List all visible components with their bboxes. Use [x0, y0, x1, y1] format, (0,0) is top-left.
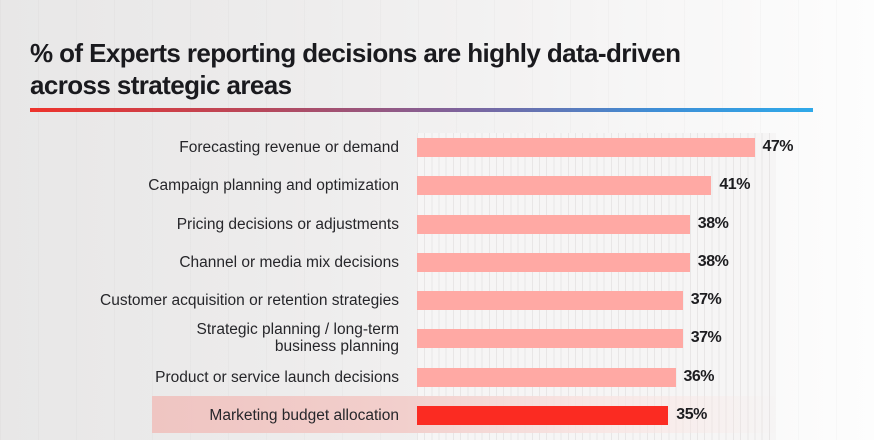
title-underline-gradient: [30, 108, 813, 112]
bar-row: Channel or media mix decisions 38%: [0, 243, 874, 281]
value-label: 41%: [719, 176, 750, 193]
bar: [417, 328, 683, 348]
bar-row: Campaign planning and optimization 41%: [0, 166, 874, 204]
bar-row: Strategic planning / long-term business …: [0, 319, 874, 357]
bar: [417, 367, 676, 387]
value-label: 36%: [683, 368, 715, 385]
chart-title: % of Experts reporting decisions are hig…: [30, 37, 681, 101]
category-label: Pricing decisions or adjustments: [176, 215, 399, 233]
category-label: Channel or media mix decisions: [179, 253, 399, 271]
category-label: Marketing budget allocation: [209, 406, 399, 424]
bar: [417, 290, 683, 310]
highlighted-bar: [417, 405, 669, 425]
value-label: 38%: [697, 253, 729, 270]
bar: [417, 214, 690, 234]
category-label: Campaign planning and optimization: [148, 176, 399, 194]
bar-row: Customer acquisition or retention strate…: [0, 281, 874, 319]
bar-row: Product or service launch decisions 36%: [0, 358, 874, 396]
category-label: Strategic planning / long-term business …: [196, 321, 399, 355]
category-label: Forecasting revenue or demand: [179, 138, 399, 156]
value-label: 47%: [762, 138, 794, 155]
category-label: Customer acquisition or retention strate…: [100, 291, 399, 309]
value-label: 35%: [676, 406, 707, 423]
bar-row: Forecasting revenue or demand 47%: [0, 128, 874, 166]
value-label: 37%: [690, 291, 722, 308]
chart-title-line2: across strategic areas: [30, 70, 292, 100]
value-label: 38%: [697, 215, 729, 232]
bar-row-highlighted: Marketing budget allocation 35%: [0, 396, 874, 434]
bar: [417, 252, 690, 272]
category-label: Product or service launch decisions: [155, 368, 399, 386]
bar: [417, 137, 755, 157]
chart-title-line1: % of Experts reporting decisions are hig…: [30, 38, 681, 68]
bar-row: Pricing decisions or adjustments 38%: [0, 205, 874, 243]
bar: [417, 175, 712, 195]
value-label: 37%: [690, 329, 722, 346]
